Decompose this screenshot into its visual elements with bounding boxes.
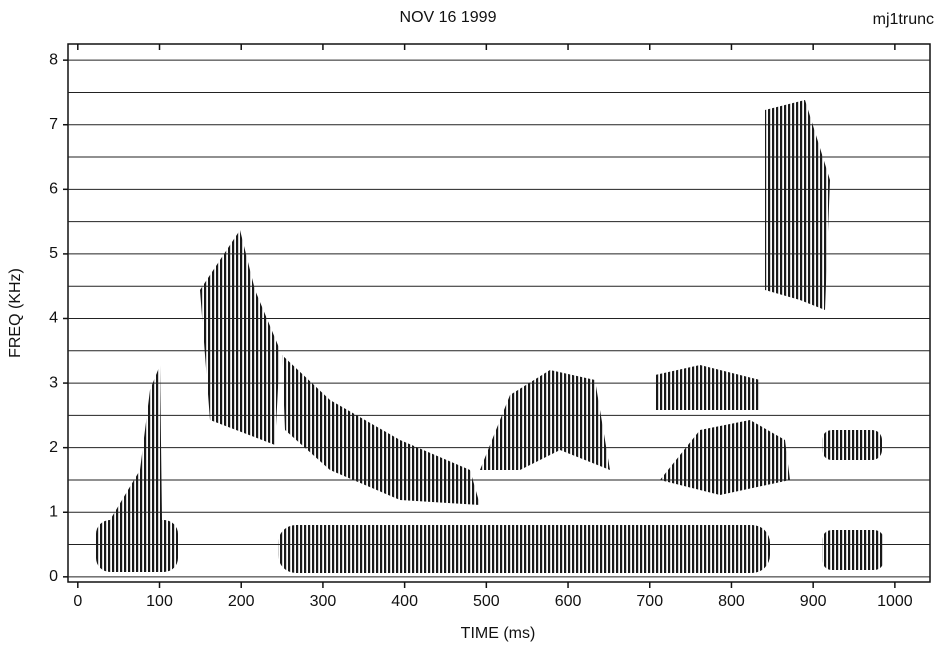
- spectrogram-energy: [96, 100, 884, 573]
- y-tick-label: 2: [49, 439, 58, 456]
- y-axis-label: FREQ (KHz): [7, 268, 24, 358]
- x-axis-label: TIME (ms): [461, 625, 536, 642]
- x-tick-label: 900: [800, 593, 827, 610]
- x-tick-label: 300: [310, 593, 337, 610]
- y-tick-label: 8: [49, 51, 58, 68]
- x-tick-label: 100: [146, 593, 173, 610]
- x-tick-label: 1000: [877, 593, 913, 610]
- x-tick-label: 600: [555, 593, 582, 610]
- y-tick-label: 6: [49, 181, 58, 198]
- chart-title: NOV 16 1999: [400, 9, 497, 26]
- x-tick-label: 400: [391, 593, 418, 610]
- x-tick-label: 800: [718, 593, 745, 610]
- plot-frame: [67, 43, 931, 583]
- x-tick-label: 700: [636, 593, 663, 610]
- y-tick-label: 5: [49, 245, 58, 262]
- x-tick-label: 500: [473, 593, 500, 610]
- x-tick-label: 200: [228, 593, 255, 610]
- corner-label: mj1trunc: [873, 11, 934, 28]
- y-tick-label: 0: [49, 568, 58, 585]
- y-tick-label: 1: [49, 503, 58, 520]
- y-tick-label: 7: [49, 116, 58, 133]
- y-tick-label: 4: [49, 310, 58, 327]
- y-tick-label: 3: [49, 374, 58, 391]
- x-tick-label: 0: [73, 593, 82, 610]
